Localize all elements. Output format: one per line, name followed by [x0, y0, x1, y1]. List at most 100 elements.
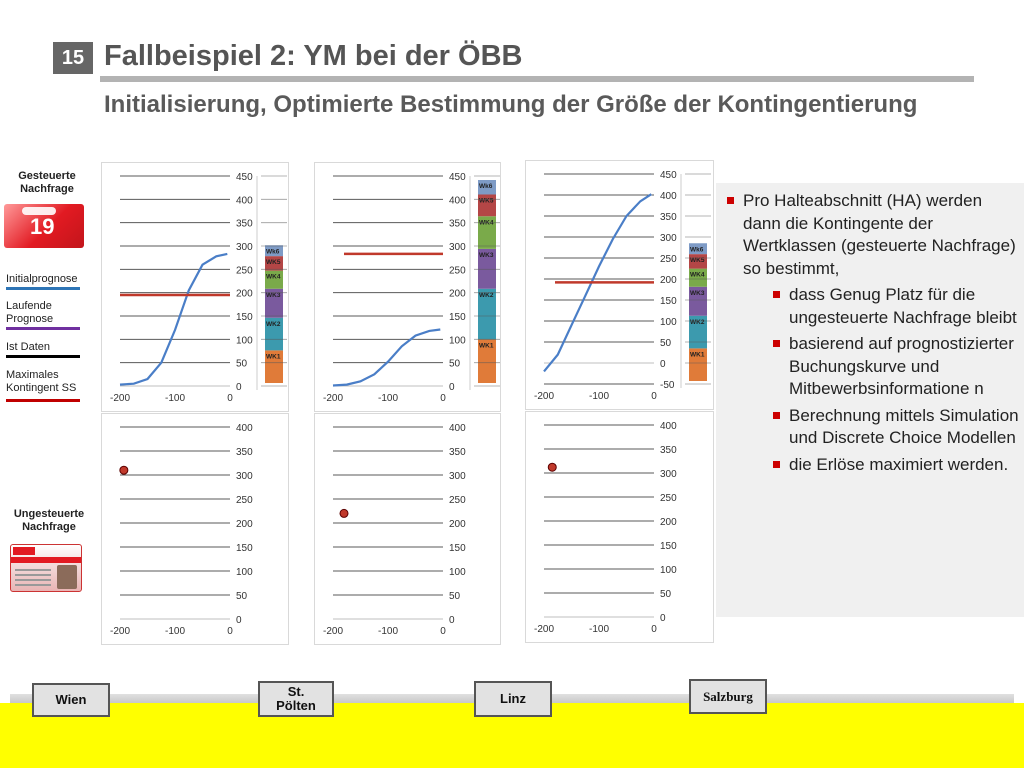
y-tick-label: 450: [449, 172, 466, 183]
stack-segment: [478, 180, 496, 195]
stack-label: WK3: [266, 292, 281, 299]
stack-segment: [265, 270, 283, 289]
y-tick-label: 150: [449, 543, 466, 554]
stack-label: WK2: [690, 319, 705, 326]
y-tick-label: 200: [236, 289, 253, 300]
y-tick-label: 250: [449, 495, 466, 506]
y-tick-label: 0: [449, 615, 455, 626]
x-tick-label: -200: [110, 626, 130, 637]
y-tick-label: 50: [449, 591, 461, 602]
y-tick-label: 250: [660, 254, 677, 265]
stack-label: Wk6: [690, 246, 704, 253]
vorteilscard-image: [10, 544, 82, 592]
y-tick-label: 350: [660, 212, 677, 223]
y-tick-label: 250: [449, 265, 466, 276]
stack-label: WK1: [479, 343, 494, 350]
stack-segment: [265, 245, 283, 257]
x-tick-label: -200: [110, 393, 130, 404]
station-wien: Wien: [32, 683, 110, 717]
y-tick-label: 100: [449, 335, 466, 346]
y-tick-label: 350: [660, 445, 677, 456]
forecast-line: [332, 328, 441, 387]
x-tick-label: -100: [165, 393, 185, 404]
y-tick-label: 100: [236, 567, 253, 578]
explanation-panel: Pro Halteabschnitt (HA) werden dann die …: [716, 183, 1024, 617]
stack-label: WK5: [266, 259, 281, 266]
y-tick-label: 400: [449, 423, 466, 434]
card-stripe: [11, 557, 81, 563]
stack-segment: [265, 288, 283, 318]
legend-ist-daten: Ist Daten: [6, 341, 51, 353]
y-tick-label: 200: [660, 275, 677, 286]
legend-line-initialprognose: [6, 287, 80, 290]
sparschiene-ticket-image: 19: [4, 204, 84, 248]
x-tick-label: -200: [534, 391, 554, 402]
y-tick-label: 350: [236, 447, 253, 458]
x-tick-label: -200: [323, 626, 343, 637]
bullet-sub-1: dass Genug Platz für die ungesteuerte Na…: [772, 284, 1022, 329]
x-tick-label: 0: [227, 626, 233, 637]
y-tick-label: 300: [449, 471, 466, 482]
chart-bottom-3: 0 50 100 150 200 250 300 350 400 -200 -100 0: [525, 411, 714, 643]
stack-segment: [265, 317, 283, 351]
x-tick-label: 0: [651, 624, 657, 635]
stack-label: WK3: [690, 290, 705, 297]
x-tick-label: 0: [440, 393, 446, 404]
stack-label: Wk6: [266, 248, 280, 255]
stack-label: WK4: [266, 274, 281, 281]
legend-laufende-prognose: Laufende Prognose: [6, 300, 54, 325]
y-tick-label: 250: [236, 265, 253, 276]
stack-segment: [689, 315, 707, 349]
y-tick-label: 300: [236, 471, 253, 482]
forecast-line: [119, 252, 228, 386]
y-tick-label: 300: [236, 242, 253, 253]
x-tick-label: -200: [323, 393, 343, 404]
stack-label: WK1: [690, 351, 705, 358]
y-tick-label: 100: [236, 335, 253, 346]
y-tick-label: 50: [660, 338, 672, 349]
data-point: [339, 508, 349, 518]
y-tick-label: 50: [449, 359, 461, 370]
stack-label: WK5: [690, 257, 705, 264]
y-tick-label: 300: [449, 242, 466, 253]
stack-segment: [265, 256, 283, 271]
x-tick-label: -200: [534, 624, 554, 635]
slide-subtitle: Initialisierung, Optimierte Bestimmung d…: [104, 91, 918, 118]
stack-segment: [689, 243, 707, 255]
legend-line-laufende-prognose: [6, 327, 80, 330]
y-tick-label: 400: [236, 195, 253, 206]
stack-segment: [689, 268, 707, 287]
bullet-main: Pro Halteabschnitt (HA) werden dann die …: [726, 190, 1022, 280]
y-tick-label: 150: [660, 541, 677, 552]
y-tick-label: 350: [236, 219, 253, 230]
x-tick-label: 0: [440, 626, 446, 637]
y-tick-label: 400: [660, 191, 677, 202]
x-tick-label: 0: [651, 391, 657, 402]
card-text-lines: [15, 569, 51, 571]
data-point: [119, 465, 129, 475]
y-tick-label: 0: [236, 382, 242, 393]
stack-segment: [478, 288, 496, 340]
stack-label: WK5: [479, 198, 494, 205]
slide-number: 15: [53, 42, 93, 74]
y-tick-label: 100: [660, 317, 677, 328]
y-tick-label: 350: [449, 447, 466, 458]
card-photo: [57, 565, 77, 589]
stack-label: WK2: [266, 321, 281, 328]
y-tick-label: 350: [449, 219, 466, 230]
slide-title: Fallbeispiel 2: YM bei der ÖBB: [104, 40, 523, 72]
bullet-sub-4: die Erlöse maximiert werden.: [772, 454, 1022, 477]
oebb-logo-icon: [13, 547, 35, 555]
y-tick-label: 0: [449, 382, 455, 393]
x-tick-label: -100: [378, 393, 398, 404]
stack-segment: [478, 248, 496, 289]
stack-segment: [689, 348, 707, 381]
y-tick-label: 400: [660, 421, 677, 432]
y-tick-label: 450: [236, 172, 253, 183]
stack-label: Wk6: [479, 183, 493, 190]
x-tick-label: -100: [378, 626, 398, 637]
y-tick-label: 400: [449, 195, 466, 206]
y-tick-label: 200: [660, 517, 677, 528]
station-linz: Linz: [474, 681, 552, 717]
y-tick-label: 200: [236, 519, 253, 530]
